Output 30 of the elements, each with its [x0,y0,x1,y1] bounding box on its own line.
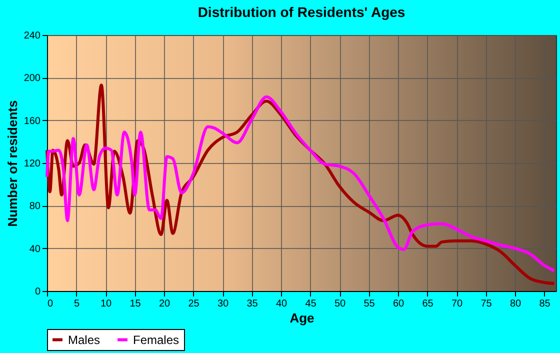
x-tick-label: 70 [451,298,464,310]
x-tick-label: 15 [130,298,142,310]
x-tick-label: 0 [48,298,54,310]
y-tick-label: 80 [29,201,41,212]
x-tick-label: 25 [188,298,200,310]
x-tick-label: 60 [392,298,405,310]
x-tick-label: 10 [100,298,112,310]
y-tick-label: 200 [24,73,41,84]
y-axis-title: Number of residents [4,100,20,227]
x-tick-label: 45 [305,298,317,310]
legend-label: Males [68,332,100,347]
x-tick-label: 80 [510,298,522,310]
chart-title: Distribution of Residents' Ages [198,4,406,20]
y-tick-label: 160 [24,116,41,127]
x-tick-label: 35 [246,298,258,310]
x-tick-label: 50 [334,298,346,310]
y-tick-label: 240 [24,30,41,42]
x-tick-label: 55 [364,298,376,310]
y-tick-label: 40 [29,244,41,255]
x-tick-label: 5 [74,298,80,310]
x-tick-label: 65 [422,298,434,310]
y-tick-label: 0 [34,286,41,298]
x-tick-label: 85 [539,298,551,310]
x-tick-label: 30 [217,298,230,310]
x-tick-label: 75 [480,298,492,310]
y-tick-label: 120 [24,158,41,170]
x-tick-label: 20 [158,298,171,310]
x-tick-label: 40 [276,298,288,310]
x-axis-title: Age [290,310,314,326]
legend-label: Females [133,332,180,347]
